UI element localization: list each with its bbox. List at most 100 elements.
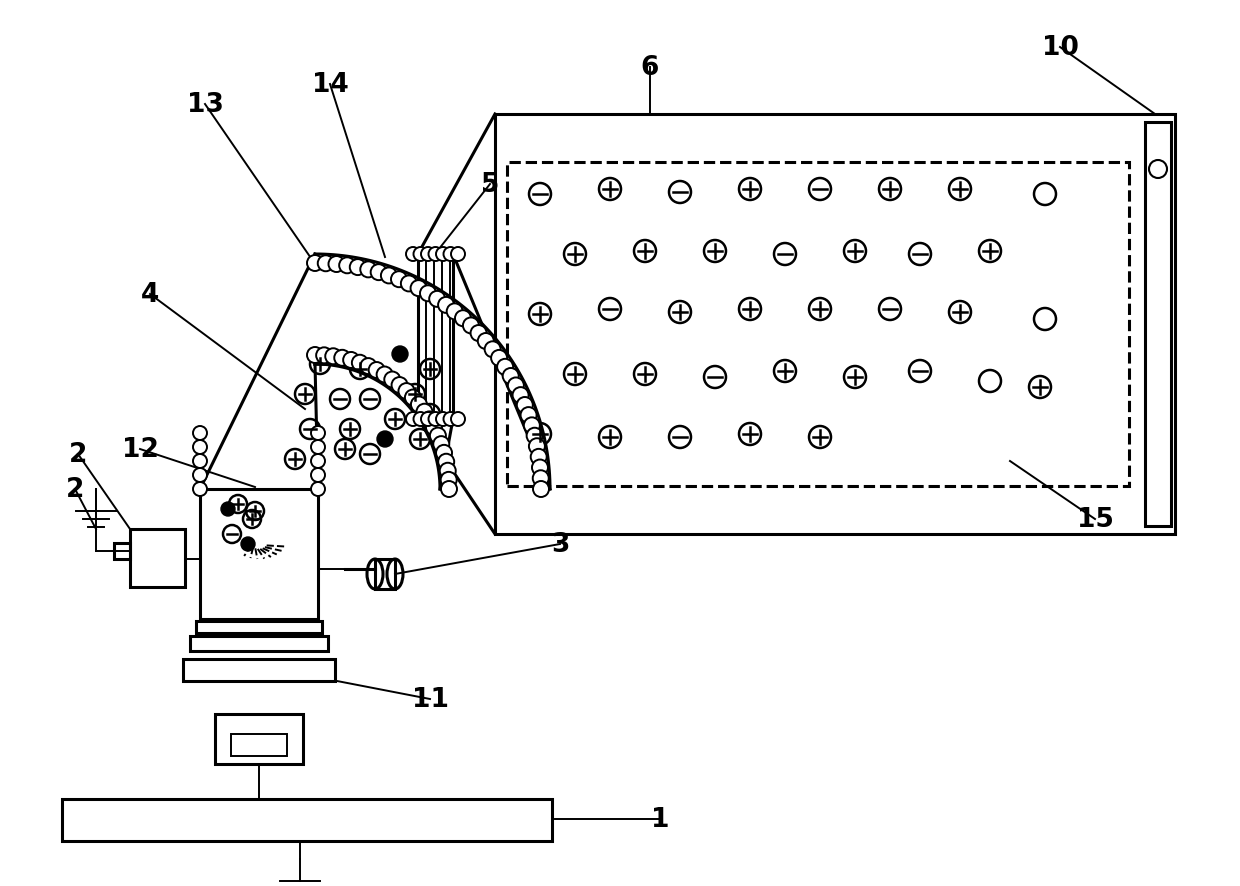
Circle shape <box>311 469 325 483</box>
Circle shape <box>436 446 453 462</box>
Circle shape <box>444 413 458 426</box>
Text: 1: 1 <box>651 806 670 832</box>
Text: 4: 4 <box>141 282 159 307</box>
Circle shape <box>470 326 486 342</box>
Circle shape <box>533 470 549 486</box>
Circle shape <box>384 372 401 388</box>
Circle shape <box>451 413 465 426</box>
Circle shape <box>422 248 435 261</box>
Text: 2: 2 <box>66 477 84 502</box>
Circle shape <box>361 359 377 375</box>
Circle shape <box>491 351 507 367</box>
Circle shape <box>361 262 376 278</box>
Circle shape <box>508 378 523 394</box>
Circle shape <box>417 404 433 420</box>
Circle shape <box>221 502 236 517</box>
Bar <box>190 636 329 651</box>
Circle shape <box>317 256 334 272</box>
Bar <box>231 734 286 756</box>
Circle shape <box>343 353 360 369</box>
Circle shape <box>329 257 345 273</box>
Circle shape <box>381 268 397 284</box>
Circle shape <box>405 248 420 261</box>
Bar <box>1145 123 1171 526</box>
Circle shape <box>429 291 445 307</box>
Circle shape <box>368 362 384 378</box>
Circle shape <box>391 272 407 288</box>
Circle shape <box>517 398 533 414</box>
Circle shape <box>413 413 428 426</box>
Circle shape <box>401 276 417 292</box>
Circle shape <box>325 349 341 365</box>
Circle shape <box>438 455 454 470</box>
Circle shape <box>427 420 441 436</box>
Circle shape <box>444 248 458 261</box>
Circle shape <box>531 449 547 465</box>
Text: 2: 2 <box>68 441 87 468</box>
Text: 14: 14 <box>311 72 348 97</box>
Circle shape <box>512 388 528 404</box>
Bar <box>215 714 303 764</box>
Circle shape <box>441 481 458 497</box>
Circle shape <box>193 469 207 483</box>
Circle shape <box>405 413 420 426</box>
Bar <box>495 115 1176 534</box>
Circle shape <box>440 472 456 488</box>
Text: 12: 12 <box>122 437 159 462</box>
Bar <box>62 799 552 841</box>
Circle shape <box>193 440 207 455</box>
Circle shape <box>413 248 428 261</box>
Circle shape <box>335 350 350 367</box>
Circle shape <box>410 397 427 413</box>
Circle shape <box>311 440 325 455</box>
Circle shape <box>533 481 549 497</box>
Circle shape <box>340 258 355 274</box>
Circle shape <box>392 377 408 393</box>
Circle shape <box>311 426 325 440</box>
Text: 5: 5 <box>481 172 500 198</box>
Circle shape <box>429 413 443 426</box>
Circle shape <box>241 538 255 551</box>
Circle shape <box>420 286 436 302</box>
Circle shape <box>455 311 471 327</box>
Circle shape <box>463 318 479 334</box>
Circle shape <box>440 463 456 479</box>
Circle shape <box>308 256 322 272</box>
Circle shape <box>193 483 207 496</box>
Circle shape <box>485 342 501 358</box>
Circle shape <box>410 281 427 297</box>
Circle shape <box>308 347 322 363</box>
Circle shape <box>422 413 435 426</box>
Circle shape <box>502 369 518 385</box>
Circle shape <box>377 431 393 447</box>
Text: 10: 10 <box>1042 35 1079 61</box>
Text: 11: 11 <box>412 687 449 712</box>
Text: 13: 13 <box>186 92 223 118</box>
Bar <box>200 489 317 619</box>
Bar <box>418 254 453 420</box>
Circle shape <box>193 426 207 440</box>
Circle shape <box>438 298 454 314</box>
Bar <box>184 659 335 681</box>
Circle shape <box>392 346 408 362</box>
Circle shape <box>446 304 463 320</box>
Circle shape <box>311 483 325 496</box>
Circle shape <box>436 413 450 426</box>
Bar <box>114 543 130 559</box>
Circle shape <box>436 248 450 261</box>
Text: 15: 15 <box>1076 507 1114 532</box>
Circle shape <box>477 334 494 350</box>
Circle shape <box>430 428 446 444</box>
Text: 6: 6 <box>641 55 660 81</box>
Circle shape <box>429 248 443 261</box>
Circle shape <box>422 412 438 428</box>
Circle shape <box>529 439 544 455</box>
Circle shape <box>497 360 513 376</box>
Bar <box>507 163 1128 486</box>
Circle shape <box>377 367 393 383</box>
Circle shape <box>433 437 449 453</box>
Circle shape <box>527 428 543 444</box>
Circle shape <box>316 348 332 364</box>
Circle shape <box>523 418 539 434</box>
Circle shape <box>451 248 465 261</box>
